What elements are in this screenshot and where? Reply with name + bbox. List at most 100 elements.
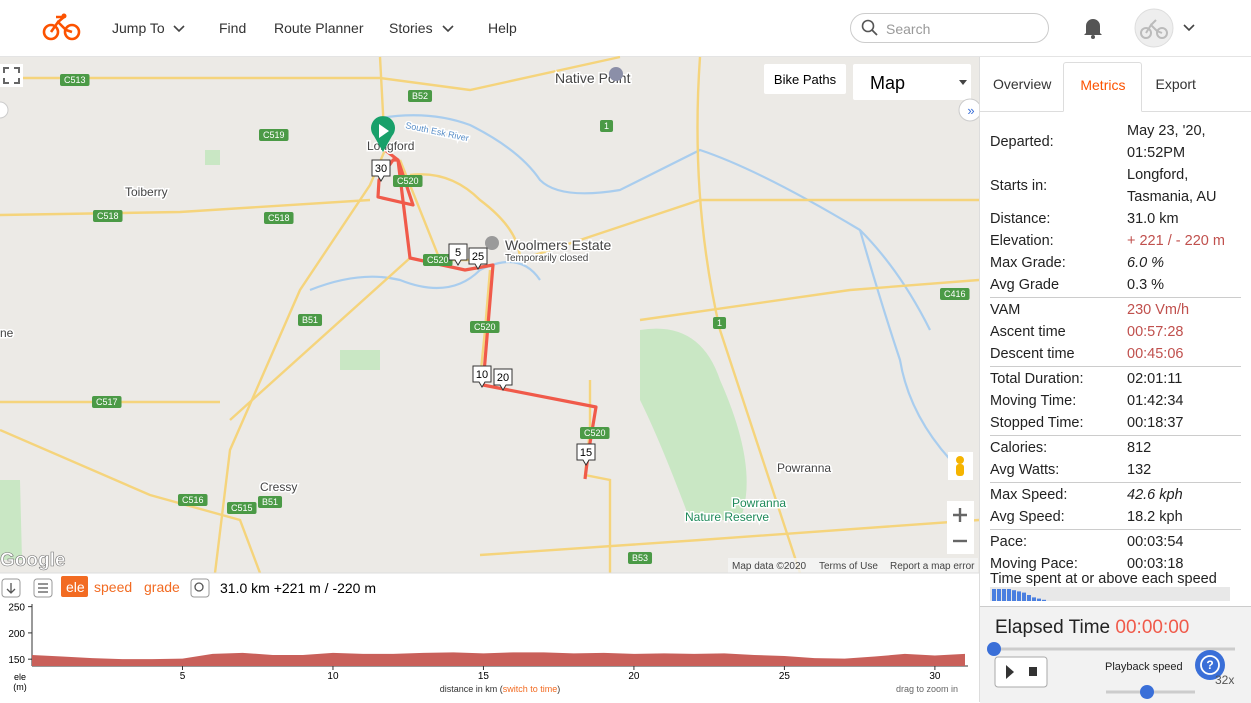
metric-value: 00:45:06	[1127, 346, 1184, 362]
help-icon: ?	[1206, 658, 1213, 672]
playback-panel: Elapsed Time 00:00:00 ? Playback speed 3…	[980, 606, 1251, 703]
road-shield-plate	[60, 74, 90, 86]
elapsed-time: 00:00:00	[1115, 617, 1190, 638]
attribution[interactable]: Report a map error	[890, 561, 975, 572]
nav-item[interactable]: Stories	[389, 20, 433, 36]
place-label: Nature Reserve	[685, 510, 769, 524]
speed-handle[interactable]	[1140, 685, 1154, 699]
fullscreen-button[interactable]	[0, 64, 23, 87]
zoom-hint: drag to zoom in	[896, 684, 958, 694]
road-shield: B53	[628, 552, 653, 564]
logo[interactable]	[42, 13, 82, 43]
tab[interactable]: Export	[1155, 76, 1196, 92]
progress-handle[interactable]	[987, 642, 1001, 656]
place-label: ne	[0, 326, 14, 340]
place-label: Powranna	[777, 461, 831, 475]
route-start-marker[interactable]	[370, 116, 396, 152]
y-tick-label: 250	[8, 603, 25, 614]
route-marker-label: 15	[580, 447, 592, 459]
road-shield-plate	[713, 317, 727, 329]
profile-mode[interactable]: speed	[94, 579, 132, 595]
download-icon	[6, 583, 16, 594]
profile-mode[interactable]: grade	[144, 579, 180, 595]
metric-label: Moving Pace:	[990, 556, 1078, 572]
road-shield-label: B52	[412, 91, 428, 101]
road-shield: C520	[393, 175, 423, 187]
poi-icon	[609, 67, 623, 81]
route-marker-pin[interactable]	[493, 368, 513, 391]
bike-paths-label: Bike Paths	[774, 72, 837, 87]
collapse-button[interactable]	[958, 98, 979, 122]
metric-label: Elevation:	[990, 233, 1054, 249]
road-shield-label: C518	[97, 211, 119, 221]
metric-row: Calories: 812	[990, 437, 1241, 459]
play-button[interactable]	[1006, 665, 1014, 679]
road-shield-label: C513	[64, 75, 86, 85]
route-marker-pin[interactable]	[472, 365, 492, 388]
nav-item[interactable]: Help	[488, 20, 517, 36]
route-marker-pin[interactable]	[576, 443, 596, 466]
road-shield-label: B53	[632, 553, 648, 563]
map-type-select[interactable]	[853, 64, 971, 100]
road-shield-plate	[92, 396, 122, 408]
metric-row: Avg Grade 0.3 %	[990, 274, 1241, 296]
metric-group: Pace: 00:03:54 Moving Pace: 00:03:18	[990, 530, 1241, 576]
switch-to-time[interactable]: switch to time	[503, 684, 558, 694]
search-placeholder: Search	[886, 21, 931, 37]
metric-row: Max Grade: 6.0 %	[990, 252, 1241, 274]
profile-toolbar	[1, 576, 210, 598]
notifications[interactable]	[1083, 17, 1103, 39]
nav-item[interactable]: Jump To	[112, 20, 165, 36]
profile-mode[interactable]: ele	[66, 579, 85, 595]
road-shield-label: C516	[182, 495, 204, 505]
attribution[interactable]: Terms of Use	[819, 561, 878, 572]
zoom-button[interactable]	[190, 578, 210, 598]
y-tick-label: 150	[8, 655, 25, 666]
avatar[interactable]	[1134, 8, 1174, 48]
bike-paths-button[interactable]	[764, 64, 846, 94]
metric-value: 01:42:34	[1127, 393, 1184, 409]
zoom-in[interactable]	[953, 508, 967, 522]
road-shield-label: C517	[96, 397, 118, 407]
x-axis-label: distance in km (switch to time)	[440, 684, 561, 694]
route-marker-pin[interactable]	[371, 159, 391, 182]
metric-label: Total Duration:	[990, 371, 1084, 387]
metric-value: 00:18:37	[1127, 415, 1184, 431]
histogram-bar	[1012, 590, 1016, 601]
metric-label: Avg Watts:	[990, 462, 1060, 478]
road-shield: C520	[470, 321, 500, 333]
stop-button[interactable]	[1029, 667, 1037, 676]
speed-value: 32x	[1215, 673, 1235, 687]
metric-label: Moving Time:	[990, 393, 1077, 409]
road-shield: 1	[600, 120, 614, 132]
metric-row: Max Speed: 42.6 kph	[990, 484, 1241, 506]
nav-item[interactable]: Route Planner	[274, 20, 364, 36]
tab[interactable]: Metrics	[1063, 62, 1143, 112]
road-shield-label: C416	[944, 289, 966, 299]
elevation-area	[32, 652, 965, 666]
x-tick-label: 5	[180, 671, 186, 682]
metric-label: Distance:	[990, 211, 1051, 227]
map-terrain	[0, 150, 747, 560]
search-box[interactable]: Search	[850, 13, 1049, 43]
nav-item[interactable]: Find	[219, 20, 247, 36]
place-label: Toiberry	[125, 185, 168, 199]
metric-row: Descent time 00:45:06	[990, 343, 1241, 365]
road-shield-plate	[423, 254, 453, 266]
metric-row: Departed: May 23, '20, 01:52PM	[990, 120, 1241, 164]
help-button[interactable]	[1195, 650, 1225, 680]
expand-button[interactable]	[0, 101, 9, 119]
tabs: Overview Metrics Export	[980, 62, 1251, 112]
route-marker-label: 25	[472, 251, 484, 263]
sidebar: Overview Metrics Export Departed: May 23, '…	[979, 57, 1251, 703]
play-stop-buttons	[994, 656, 1048, 688]
route-marker-label: 30	[375, 163, 387, 175]
header: Jump To Find Route Planner Stories Help …	[0, 0, 1251, 57]
route-marker-pin[interactable]	[448, 243, 468, 266]
road-shield-plate	[628, 552, 653, 564]
y-axis-label: (m)	[13, 682, 27, 692]
metric-label: Departed:	[990, 134, 1054, 150]
route-marker-pin[interactable]	[468, 247, 488, 270]
road-shield-label: C520	[427, 255, 449, 265]
tab[interactable]: Overview	[993, 76, 1052, 92]
